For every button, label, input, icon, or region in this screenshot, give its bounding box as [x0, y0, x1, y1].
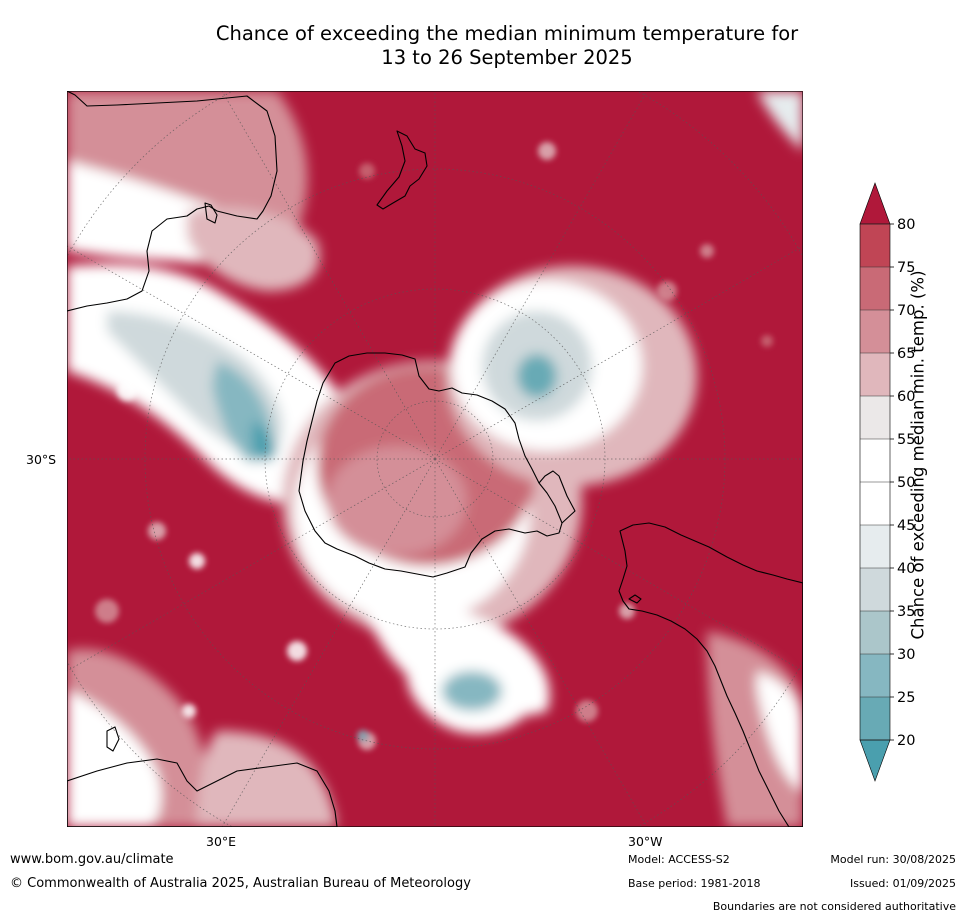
footer-issued: Issued: 01/09/2025	[849, 877, 956, 890]
south-america	[618, 522, 803, 827]
field-southern-africa-pale	[197, 731, 337, 827]
australia	[67, 91, 278, 312]
colorbar-band	[860, 568, 890, 611]
colorbar-band	[860, 396, 890, 439]
graticule-meridian-30e	[221, 458, 436, 827]
speckle-9	[657, 281, 677, 301]
colorbar-title: Chance of exceeding median min. temp. (%…	[908, 270, 928, 640]
new-zealand	[376, 130, 428, 210]
speckle-8	[619, 603, 635, 619]
speckle-13	[182, 704, 196, 718]
colorbar-tick-label-60: 60	[897, 389, 915, 405]
longitude-label-30w: 30°W	[628, 834, 663, 849]
field-tasman-pale	[187, 207, 320, 291]
madagascar	[106, 726, 120, 752]
graticule-meridian-30w	[434, 458, 648, 827]
colorbar-tick-label-40: 40	[897, 561, 915, 577]
graticule-circle-60s	[144, 168, 726, 750]
colorbar: 80 75 70 65 60 55 50 45 40 35 30 25 20	[859, 182, 915, 782]
colorbar-band	[860, 611, 890, 654]
colorbar-band	[860, 353, 890, 396]
field-bottom-left-white	[67, 691, 162, 827]
graticule-meridian-60w	[434, 458, 803, 672]
chart-title: Chance of exceeding the median minimum t…	[67, 22, 947, 70]
footer-base-period: Base period: 1981-2018	[628, 877, 761, 890]
colorbar-tick-label-70: 70	[897, 303, 915, 319]
graticule-meridian-120e	[67, 245, 436, 460]
tasmania	[204, 202, 218, 224]
speckle-4	[95, 599, 119, 623]
footer-boundaries: Boundaries are not considered authoritat…	[712, 900, 956, 913]
longitude-label-30e: 30°E	[206, 834, 237, 849]
antarctica-outline	[298, 352, 563, 578]
graticule-meridian-150e	[221, 91, 436, 460]
graticule-meridian-150w	[434, 91, 648, 460]
colorbar-tick-label-35: 35	[897, 604, 915, 620]
speckle-14	[700, 244, 714, 258]
graticule-circle-80s	[376, 400, 494, 518]
colorbar-tick-label-65: 65	[897, 346, 915, 362]
field-indian-ocean-core	[252, 421, 276, 462]
title-line-2: 13 to 26 September 2025	[381, 46, 633, 69]
colorbar-band	[860, 697, 890, 740]
map-frame	[67, 91, 803, 827]
speckle-7	[576, 700, 598, 722]
falkland-islands	[628, 594, 642, 604]
colorbar-tick-label-80: 80	[897, 217, 915, 233]
field-ne-blob-core	[517, 354, 557, 398]
field-atlantic-blue	[442, 671, 502, 711]
speckle-11	[359, 163, 375, 179]
colorbar-band	[860, 310, 890, 353]
colorbar-band	[860, 525, 890, 568]
colorbar-tick-label-50: 50	[897, 475, 915, 491]
colorbar-band	[860, 439, 890, 482]
colorbar-tick-label-30: 30	[897, 647, 915, 663]
footer-model: Model: ACCESS-S2	[628, 853, 730, 866]
colorbar-top-arrow	[859, 182, 891, 225]
probability-map	[67, 91, 803, 827]
colorbar-tick-label-75: 75	[897, 260, 915, 276]
graticule-meridian-60e	[67, 458, 436, 672]
footer-website: www.bom.gov.au/climate	[10, 852, 174, 867]
speckle-2	[148, 522, 166, 540]
title-line-1: Chance of exceeding the median minimum t…	[215, 22, 799, 45]
colorbar-tick-label-20: 20	[897, 733, 915, 749]
southern-africa	[67, 758, 338, 827]
speckle-10	[538, 142, 556, 160]
field-south-america-pink	[707, 631, 803, 827]
footer-copyright: © Commonwealth of Australia 2025, Austra…	[10, 876, 471, 891]
speckle-15	[761, 335, 773, 347]
colorbar-bottom-arrow	[859, 739, 891, 782]
field-south-america-white	[757, 671, 803, 791]
colorbar-tick-label-25: 25	[897, 690, 915, 706]
speckle-1	[117, 381, 137, 401]
colorbar-ticks: 80 75 70 65 60 55 50 45 40 35 30 25 20	[860, 217, 915, 749]
speckle-3	[189, 553, 205, 569]
colorbar-band	[860, 482, 890, 525]
speckle-12	[357, 730, 369, 742]
field-antarctica-interior-light	[327, 446, 467, 556]
field-top-right-pale	[757, 91, 803, 151]
colorbar-tick-label-55: 55	[897, 432, 915, 448]
antarctic-peninsula	[538, 470, 576, 524]
speckle-5	[287, 641, 307, 661]
colorbar-band	[860, 654, 890, 697]
graticule-circle-70s	[264, 288, 606, 630]
latitude-label-30s: 30°S	[26, 452, 57, 467]
colorbar-band	[860, 224, 890, 267]
colorbar-band	[860, 267, 890, 310]
footer-model-run: Model run: 30/08/2025	[830, 853, 956, 866]
graticule-meridian-120w	[434, 245, 803, 460]
colorbar-tick-label-45: 45	[897, 518, 915, 534]
